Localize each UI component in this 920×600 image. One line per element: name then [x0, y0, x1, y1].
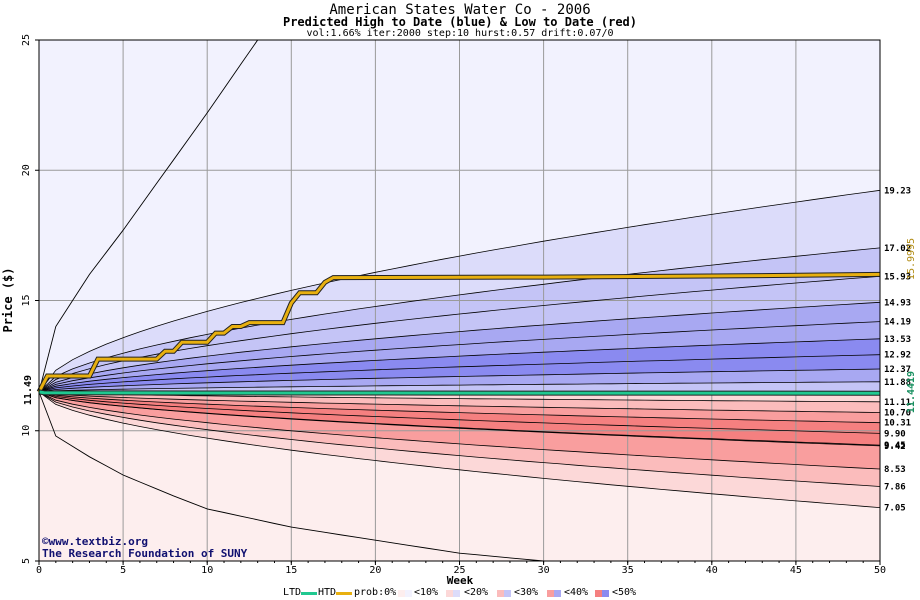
x-tick-label: 35 — [622, 565, 634, 576]
band-end-label: 9.90 — [884, 429, 906, 439]
legend-p40-swatch — [595, 590, 609, 597]
htd-value-label: 15.9995 — [906, 238, 917, 280]
legend-p20-label: <20% — [464, 587, 489, 598]
x-tick-label: 15 — [285, 565, 297, 576]
legend-p50-label: <50% — [612, 587, 637, 598]
y-tick-label: 20 — [21, 164, 32, 176]
y-tick-label: 5 — [21, 558, 32, 564]
x-tick-label: 25 — [453, 565, 465, 576]
band-end-label: 12.92 — [884, 351, 911, 361]
credit-site: ©www.textbiz.org — [42, 535, 148, 548]
band-contour — [38, 391, 881, 413]
chart-title: American States Water Co - 2006 — [329, 2, 591, 18]
start-price-label: 11.49 — [23, 375, 34, 405]
x-axis-label: Week — [447, 574, 474, 587]
y-tick-label: 25 — [21, 34, 32, 46]
band-contour — [38, 391, 881, 470]
band-contour — [38, 391, 881, 424]
legend-p30-label: <30% — [514, 587, 539, 598]
band-end-labels: 19.23 17.02 15.93 14.93 14.19 13.53 12.92 12.37… — [884, 186, 911, 513]
band-contour — [38, 391, 881, 487]
htd-line — [37, 272, 881, 393]
axes — [35, 39, 881, 565]
band-end-label: 8.53 — [884, 465, 906, 475]
legend-ltd-swatch — [301, 592, 317, 595]
legend-htd-swatch — [336, 592, 352, 595]
chart-subtitle: Predicted High to Date (blue) & Low to D… — [282, 15, 637, 29]
band-end-label: 15.93 — [884, 272, 911, 282]
ltd-value-label: 11.4419 — [906, 371, 917, 413]
legend-p10-swatch — [446, 590, 460, 597]
legend-prob-label: prob:0% — [354, 587, 397, 598]
x-tick-label: 40 — [706, 565, 718, 576]
band-end-label: 7.05 — [884, 504, 906, 514]
band-end-label: 9.42 — [884, 442, 906, 452]
band-contour — [38, 391, 881, 508]
band-contour — [38, 247, 881, 393]
band-end-label: 9.45 — [884, 441, 906, 451]
y-axis-label: Price ($) — [1, 267, 15, 332]
ltd-line — [38, 390, 881, 395]
band-end-label: 10.31 — [884, 419, 911, 429]
band-end-label: 14.93 — [884, 298, 911, 308]
x-tick-label: 5 — [120, 565, 126, 576]
x-tick-label: 0 — [36, 565, 42, 576]
x-tick-label: 20 — [369, 565, 381, 576]
band-contour — [38, 275, 881, 393]
band-end-label: 7.86 — [884, 482, 906, 492]
band-contour — [38, 381, 881, 393]
band-end-label: 10.70 — [884, 409, 911, 419]
legend-p0-swatch — [398, 590, 412, 597]
band-end-label: 14.19 — [884, 318, 911, 328]
band-end-label: 11.11 — [884, 398, 911, 408]
band-contour — [38, 189, 881, 393]
band-contour — [38, 391, 881, 447]
band-end-label: 11.88 — [884, 378, 911, 388]
y-tick-label: 10 — [21, 425, 32, 437]
band-end-label: 17.02 — [884, 244, 911, 254]
legend-p10-label: <10% — [414, 587, 439, 598]
x-tick-label: 30 — [538, 565, 550, 576]
band-end-label: 19.23 — [884, 186, 911, 196]
credit-org: The Research Foundation of SUNY — [42, 547, 248, 560]
x-tick-label: 50 — [874, 565, 886, 576]
legend: LTD HTD prob:0% <10% <20% <30% <40% <50% — [0, 587, 920, 600]
x-tick-label: 10 — [201, 565, 213, 576]
band-contour — [38, 338, 881, 393]
legend-p40-label: <40% — [564, 587, 589, 598]
band-contour — [38, 391, 881, 434]
band-contour — [38, 354, 881, 393]
band-contour — [38, 368, 881, 393]
series-lines — [36, 271, 881, 396]
band-contour — [38, 391, 881, 403]
legend-p20-swatch — [497, 590, 511, 597]
legend-p30-swatch — [547, 590, 561, 597]
band-contour — [38, 301, 881, 393]
legend-ltd-label: LTD — [283, 587, 302, 598]
band-contour — [38, 321, 881, 393]
y-tick-label: 15 — [21, 294, 32, 306]
band-end-label: 13.53 — [884, 335, 911, 345]
probability-bands — [39, 40, 880, 561]
chart-parameters: vol:1.66% iter:2000 step:10 hurst:0.57 d… — [306, 28, 614, 39]
x-tick-label: 45 — [790, 565, 802, 576]
legend-htd-label: HTD — [318, 587, 337, 598]
band-end-label: 12.37 — [884, 365, 911, 375]
